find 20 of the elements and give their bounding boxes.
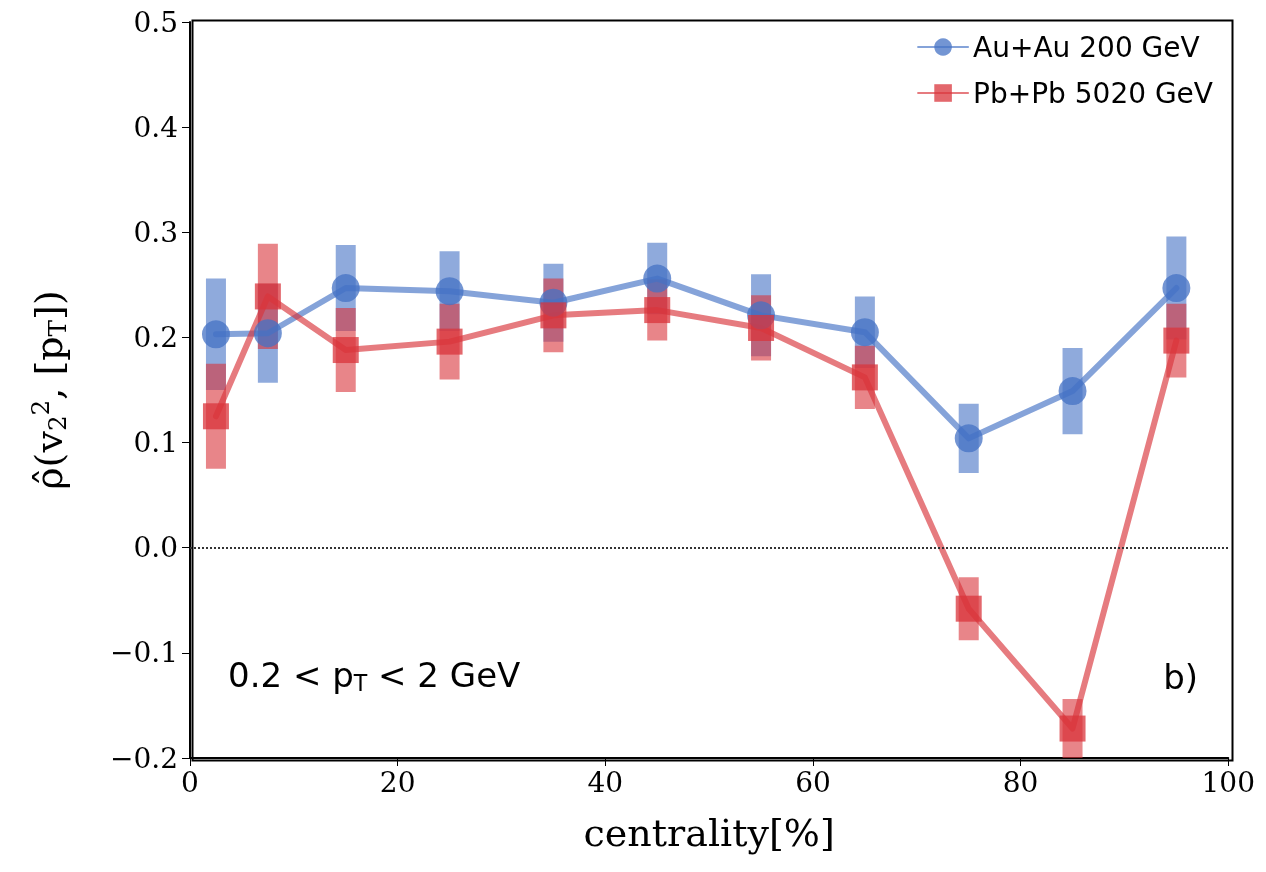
y-tick-label: 0.5 xyxy=(133,5,178,39)
y-tick-label: 0.4 xyxy=(133,110,178,144)
x-tick-label: 100 xyxy=(1201,765,1255,799)
y-tick-label: 0.2 xyxy=(133,320,178,354)
x-tick-label: 40 xyxy=(587,765,624,799)
y-tick-label: 0.1 xyxy=(133,426,178,460)
y-tick-label: 0.0 xyxy=(133,531,178,565)
y-tick-label: −0.2 xyxy=(110,741,178,775)
annotation: 0.2 < pT < 2 GeV xyxy=(228,655,521,696)
x-tick-label: 20 xyxy=(379,765,416,799)
annotation: b) xyxy=(1163,657,1199,697)
y-axis-title: ρ̂(v22, [pT]) xyxy=(25,290,72,490)
legend-label: Pb+Pb 5020 GeV xyxy=(973,76,1214,110)
x-tick-label: 60 xyxy=(795,765,831,799)
x-axis-title: centrality[%] xyxy=(583,811,835,855)
y-tick-label: −0.1 xyxy=(110,636,178,670)
y-tick-label: 0.3 xyxy=(133,215,178,249)
x-tick-label: 0 xyxy=(181,765,199,799)
legend-label: Au+Au 200 GeV xyxy=(973,30,1200,64)
x-tick-label: 80 xyxy=(1002,765,1039,799)
